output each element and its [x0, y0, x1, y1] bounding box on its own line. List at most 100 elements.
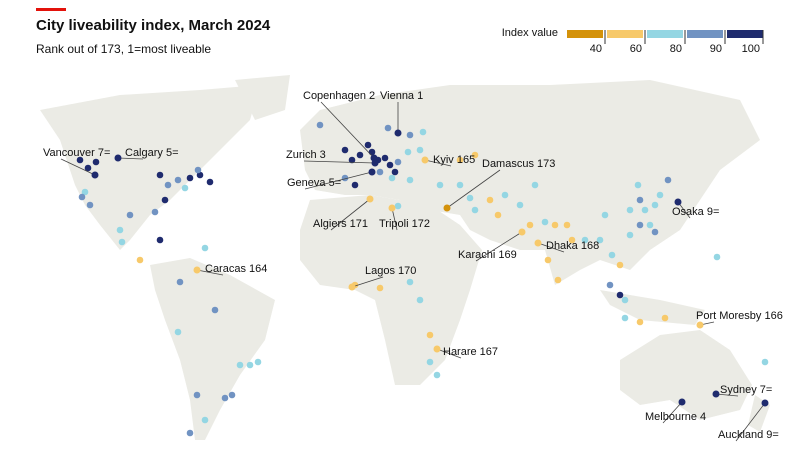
city-dot [563, 221, 571, 229]
city-dot [616, 261, 624, 269]
leader-line [320, 101, 375, 159]
city-dot [406, 278, 414, 286]
city-dot [92, 158, 100, 166]
leader-line [303, 160, 376, 164]
city-dot [76, 156, 84, 164]
city-dot [456, 181, 464, 189]
city-dot [526, 221, 534, 229]
city-dot [626, 206, 634, 214]
city-dot [196, 171, 204, 179]
leader-line [351, 276, 384, 288]
city-dot [433, 345, 441, 353]
city-dot [388, 174, 396, 182]
leader-line [117, 157, 144, 160]
city-dot [471, 151, 479, 159]
city-dot [84, 164, 92, 172]
city-dot [193, 266, 201, 274]
legend-title: Index value [502, 27, 558, 39]
leader-line [537, 242, 565, 253]
city-dot [443, 204, 451, 212]
city-dot [674, 198, 682, 206]
city-dot [394, 158, 402, 166]
city-dot [501, 191, 509, 199]
city-dot [181, 184, 189, 192]
city-label: Algiers 171 [313, 218, 368, 230]
city-dot [761, 399, 769, 407]
city-dot [193, 391, 201, 399]
legend-tick-label: 100 [742, 43, 760, 55]
city-dot [712, 390, 720, 398]
leader-line [436, 348, 462, 359]
leader-line [391, 207, 398, 231]
city-dot [404, 148, 412, 156]
city-label: Auckland 9= [718, 429, 779, 441]
city-label: Melbourne 4 [645, 411, 706, 423]
city-label: Geneva 5= [287, 177, 341, 189]
city-dot [713, 253, 721, 261]
city-dot [516, 201, 524, 209]
city-label: Caracas 164 [205, 263, 267, 275]
city-dot [551, 221, 559, 229]
city-dot [678, 398, 686, 406]
city-dot [78, 193, 86, 201]
city-label: Osaka 9= [672, 206, 719, 218]
city-dot [394, 129, 402, 137]
city-label: Zurich 3 [286, 149, 326, 161]
city-label: Tripoli 172 [379, 218, 430, 230]
city-dot [201, 416, 209, 424]
city-dot [761, 358, 769, 366]
city-dot [426, 331, 434, 339]
city-dot [348, 156, 356, 164]
city-dot [316, 121, 324, 129]
city-label: Kyiv 165 [433, 154, 475, 166]
city-dot [471, 206, 479, 214]
city-label: Port Moresby 166 [696, 310, 783, 322]
leader-line [304, 171, 373, 190]
city-dot [228, 391, 236, 399]
leader-line [662, 401, 683, 424]
city-dot [466, 194, 474, 202]
city-dot [221, 394, 229, 402]
city-dot [246, 361, 254, 369]
city-dot [384, 124, 392, 132]
city-dot [118, 238, 126, 246]
leader-line [330, 198, 371, 231]
city-dot [156, 171, 164, 179]
legend-swatch [567, 30, 603, 38]
city-dot [348, 283, 356, 291]
city-dot [151, 208, 159, 216]
city-dot [421, 156, 429, 164]
city-dot [406, 131, 414, 139]
leader-line [424, 159, 452, 167]
city-dot [206, 178, 214, 186]
city-dot [606, 281, 614, 289]
city-dot [596, 236, 604, 244]
city-dot [116, 226, 124, 234]
city-dot [351, 181, 359, 189]
city-dot [601, 211, 609, 219]
city-dot [394, 202, 402, 210]
city-dot [381, 154, 389, 162]
city-dot [531, 181, 539, 189]
city-dot [419, 128, 427, 136]
city-dot [368, 168, 376, 176]
accent-bar [36, 8, 66, 11]
legend-tick-label: 90 [710, 43, 722, 55]
city-dot [651, 201, 659, 209]
city-dot [651, 228, 659, 236]
city-dot [436, 181, 444, 189]
city-dot [621, 296, 629, 304]
city-dot [636, 318, 644, 326]
city-label: Dhaka 168 [546, 240, 599, 252]
city-dot [568, 236, 576, 244]
city-label: Damascus 173 [482, 158, 555, 170]
city-dot [494, 211, 502, 219]
city-dot [534, 239, 542, 247]
city-dot [634, 181, 642, 189]
city-dot [416, 146, 424, 154]
city-dot [518, 228, 526, 236]
city-label: Vienna 1 [380, 90, 423, 102]
city-dot [426, 358, 434, 366]
city-dot [656, 191, 664, 199]
